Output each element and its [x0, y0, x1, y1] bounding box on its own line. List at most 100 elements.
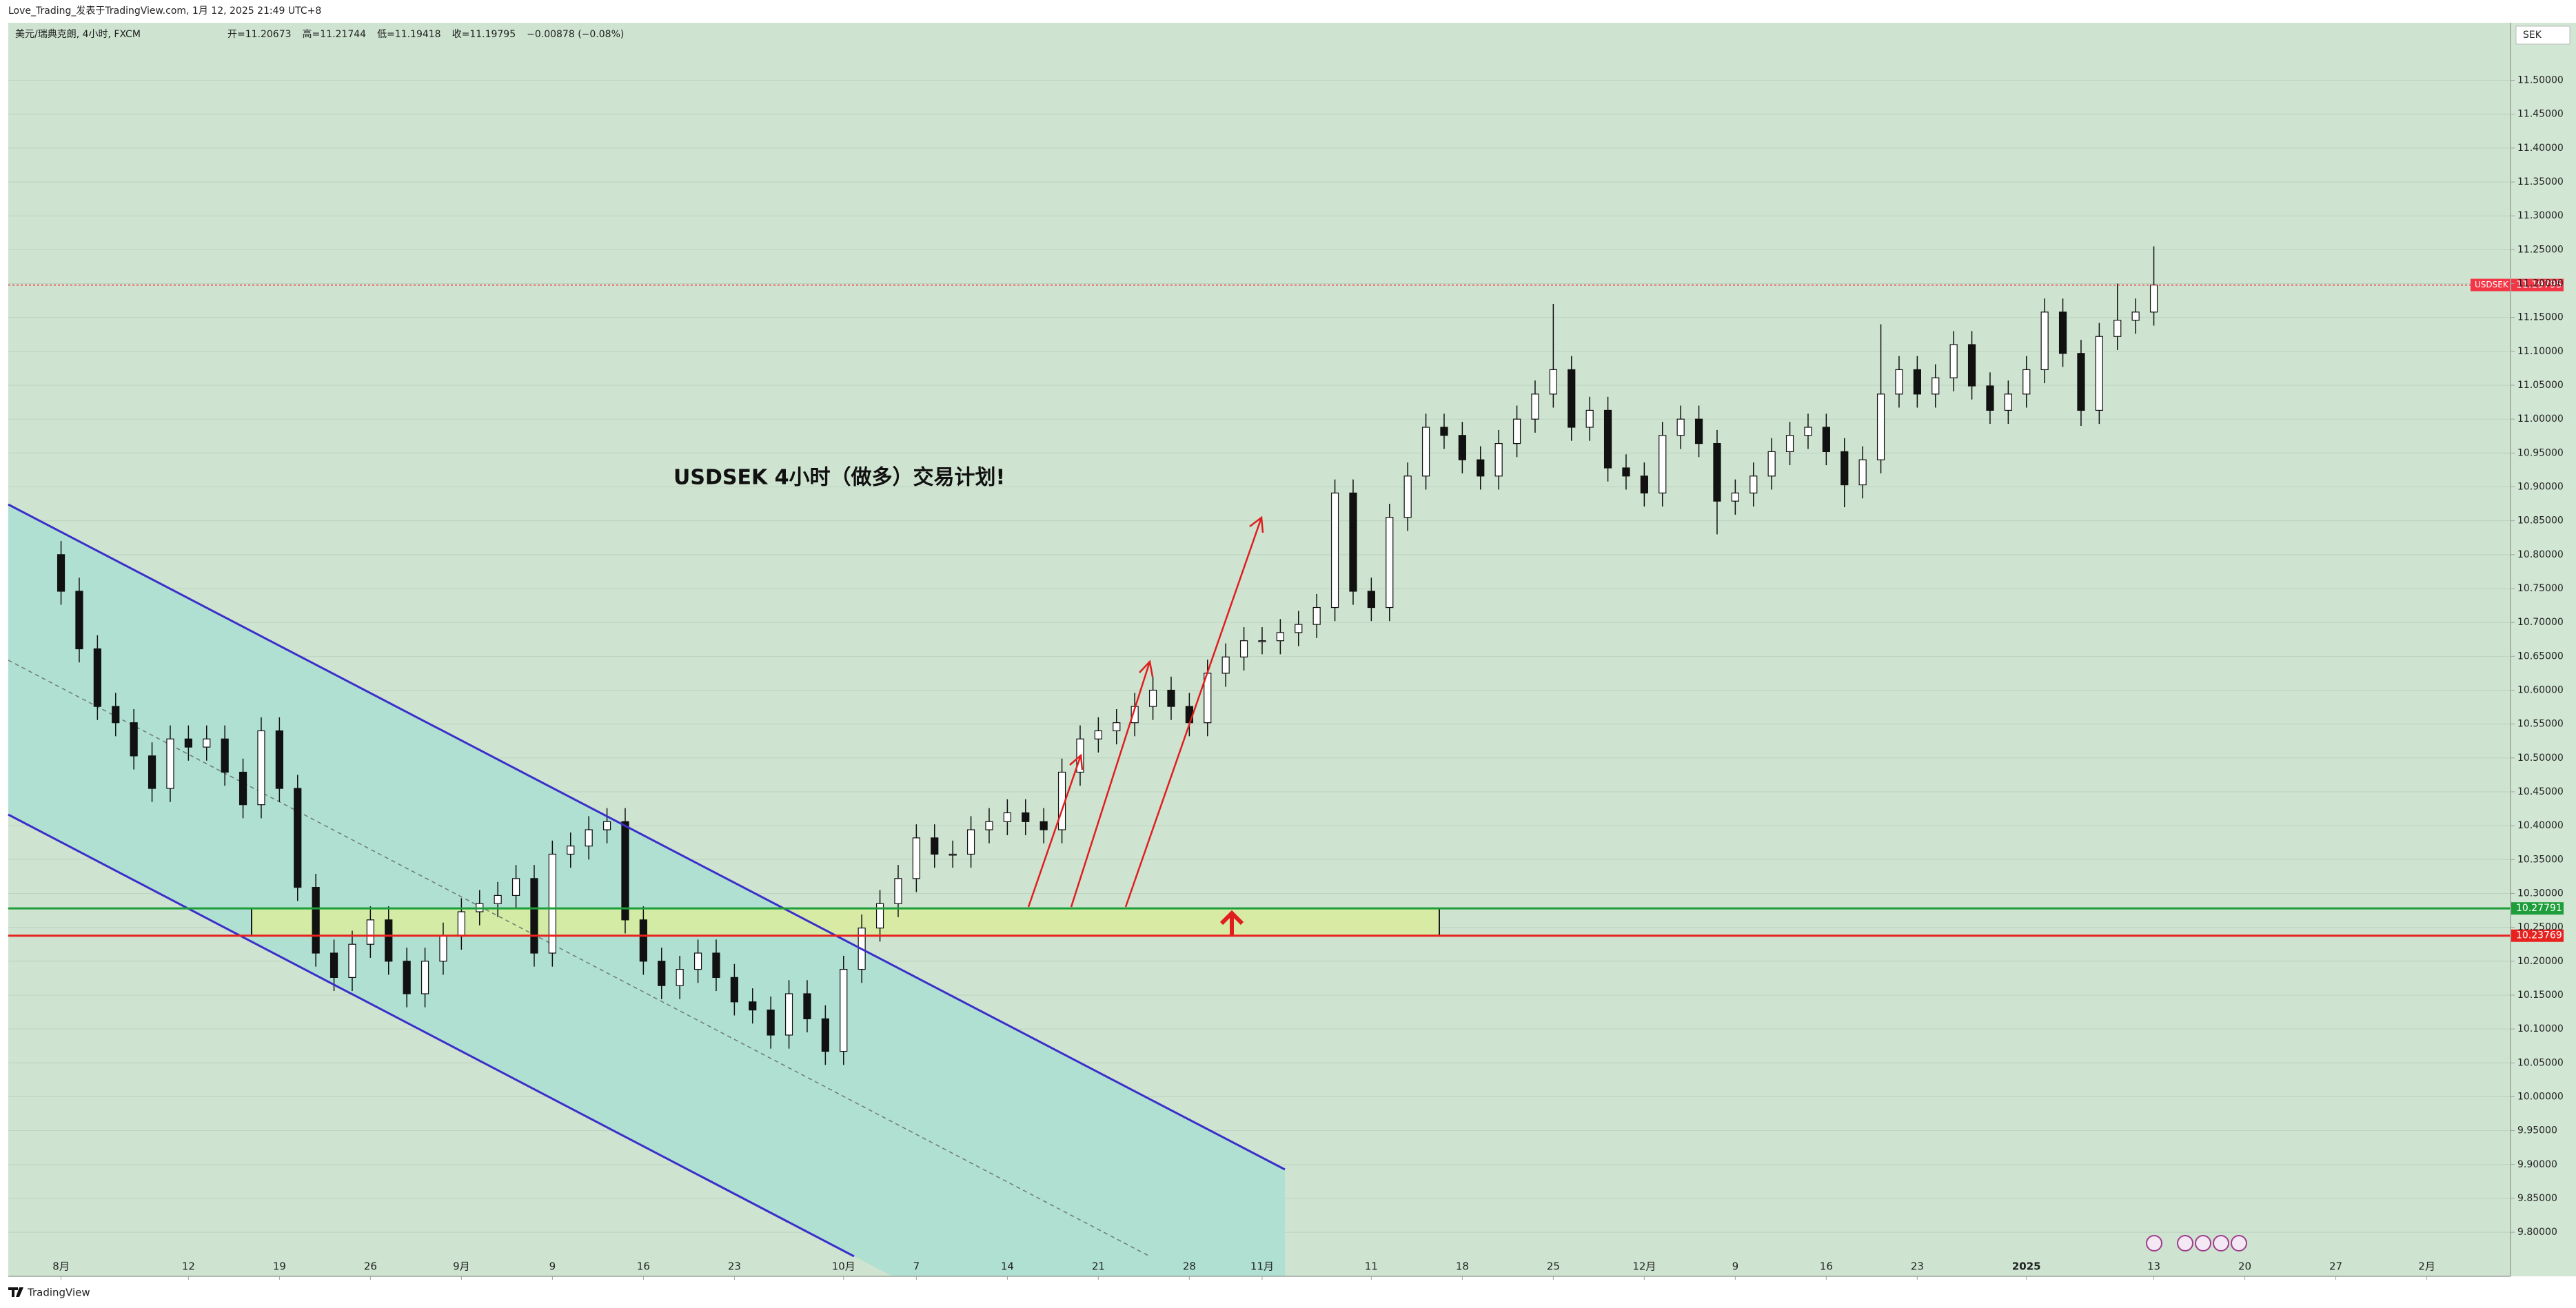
channel-fill [8, 504, 1285, 1276]
candle-body [548, 853, 556, 954]
candle-body [385, 919, 393, 962]
candle-body [966, 829, 975, 855]
event-icon [2195, 1235, 2211, 1251]
x-tick-label: 11 [1365, 1260, 1378, 1273]
candle-body [1494, 442, 1503, 477]
y-tick-label: 11.10000 [2517, 346, 2564, 357]
last-price-tag [2511, 278, 2564, 292]
x-tick-label: 28 [1183, 1260, 1196, 1273]
x-tick-label: 9 [549, 1260, 556, 1273]
candle-body [494, 895, 502, 904]
candle-body [257, 730, 265, 806]
candle-body [931, 837, 939, 855]
candle-body [2022, 369, 2031, 395]
candle-body [1876, 394, 1885, 460]
channel-midline [8, 660, 1150, 1257]
x-tick-label: 20 [2238, 1260, 2251, 1273]
y-tick-label: 10.65000 [2517, 651, 2564, 662]
candle-body [1421, 427, 1430, 477]
candle-body [530, 878, 538, 954]
candle-body [1185, 706, 1193, 724]
candle-body [511, 878, 520, 897]
candle-body [239, 771, 247, 806]
candle-body [1039, 821, 1048, 830]
candle-body [1113, 722, 1121, 732]
x-tick-label: 27 [2329, 1260, 2342, 1273]
y-tick-label: 10.35000 [2517, 854, 2564, 865]
y-tick-label: 10.75000 [2517, 583, 2564, 594]
candle-body [1003, 812, 1011, 822]
candle-body [184, 738, 192, 748]
candle-body [1148, 689, 1157, 707]
candle-body [676, 968, 684, 986]
candle-body [1676, 418, 1685, 436]
x-tick-label: 16 [1820, 1260, 1833, 1273]
candle-body [221, 738, 229, 773]
candle-body [712, 952, 720, 978]
y-tick-label: 10.40000 [2517, 820, 2564, 831]
candle-body [602, 821, 611, 830]
candle-body [585, 829, 593, 847]
candle-body [1840, 451, 1849, 486]
candle-body [57, 554, 65, 592]
candle-body [1967, 344, 1976, 387]
candle-body [894, 878, 902, 904]
arrow [1070, 661, 1151, 908]
event-icon [2213, 1235, 2229, 1251]
y-tick-label: 10.25000 [2517, 922, 2564, 933]
candle-body [1094, 730, 1102, 739]
y-tick-label: 10.00000 [2517, 1091, 2564, 1102]
candle-body [803, 993, 811, 1019]
x-tick-label: 9 [1732, 1260, 1739, 1273]
channel-upper [8, 503, 1286, 1171]
up-arrow [1219, 910, 1244, 936]
arrow-head [1139, 660, 1154, 677]
x-tick-label: 23 [1911, 1260, 1924, 1273]
candle-body [693, 952, 702, 970]
y-tick-label: 9.90000 [2517, 1159, 2557, 1170]
x-tick-label: 25 [1547, 1260, 1560, 1273]
up-arrow-head [1219, 910, 1244, 926]
level-tag [2511, 902, 2564, 915]
x-tick-label: 10月 [832, 1260, 855, 1273]
support-zone [251, 908, 1440, 937]
candle-body [1949, 344, 1958, 378]
level-label: 10.27791 [2516, 903, 2562, 914]
y-tick-label: 10.15000 [2517, 990, 2564, 1001]
candle-body [639, 919, 647, 962]
event-icons [2146, 1235, 2247, 1251]
candle-body [1330, 492, 1339, 609]
candle-body [949, 853, 957, 856]
channel-lower [8, 813, 855, 1258]
candle-body [1349, 492, 1357, 592]
price-axis-background [2511, 23, 2576, 1276]
candle-body [1549, 369, 1557, 395]
y-tick-label: 11.50000 [2517, 75, 2564, 86]
y-tick-label: 10.30000 [2517, 888, 2564, 899]
y-tick-label: 9.80000 [2517, 1227, 2557, 1238]
candle-body [1804, 427, 1812, 436]
candle-body [1167, 689, 1175, 707]
arrow [1027, 755, 1082, 908]
candle-body [1585, 409, 1594, 428]
source-line: Love_Trading_发表于TradingView.com, 1月 12, … [8, 6, 321, 17]
y-tick-label: 10.20000 [2517, 956, 2564, 967]
candle-body [2095, 336, 2103, 411]
x-tick-label: 14 [1001, 1260, 1014, 1273]
candle-body [403, 961, 411, 994]
candle-body [912, 837, 920, 879]
candle-body [658, 961, 666, 986]
x-tick-label: 13 [2147, 1260, 2160, 1273]
legend-value: 高=11.21744 [303, 28, 367, 40]
x-tick-label: 23 [728, 1260, 741, 1273]
levels: 10.27791 10.23769 USDSEK 11.19795 [8, 278, 2564, 942]
candles [57, 246, 2158, 1065]
y-tick-label: 9.95000 [2517, 1125, 2557, 1136]
annotation: USDSEK 4小时（做多）交易计划! [673, 466, 1005, 490]
candle-body [784, 993, 793, 1036]
axes: 9.80000 9.85000 9.90000 9.95000 10.00000 10.0… [52, 75, 2564, 1280]
candle-body [130, 722, 138, 757]
legend-value: 收=11.19795 [452, 29, 516, 40]
y-tick-label: 10.55000 [2517, 719, 2564, 730]
